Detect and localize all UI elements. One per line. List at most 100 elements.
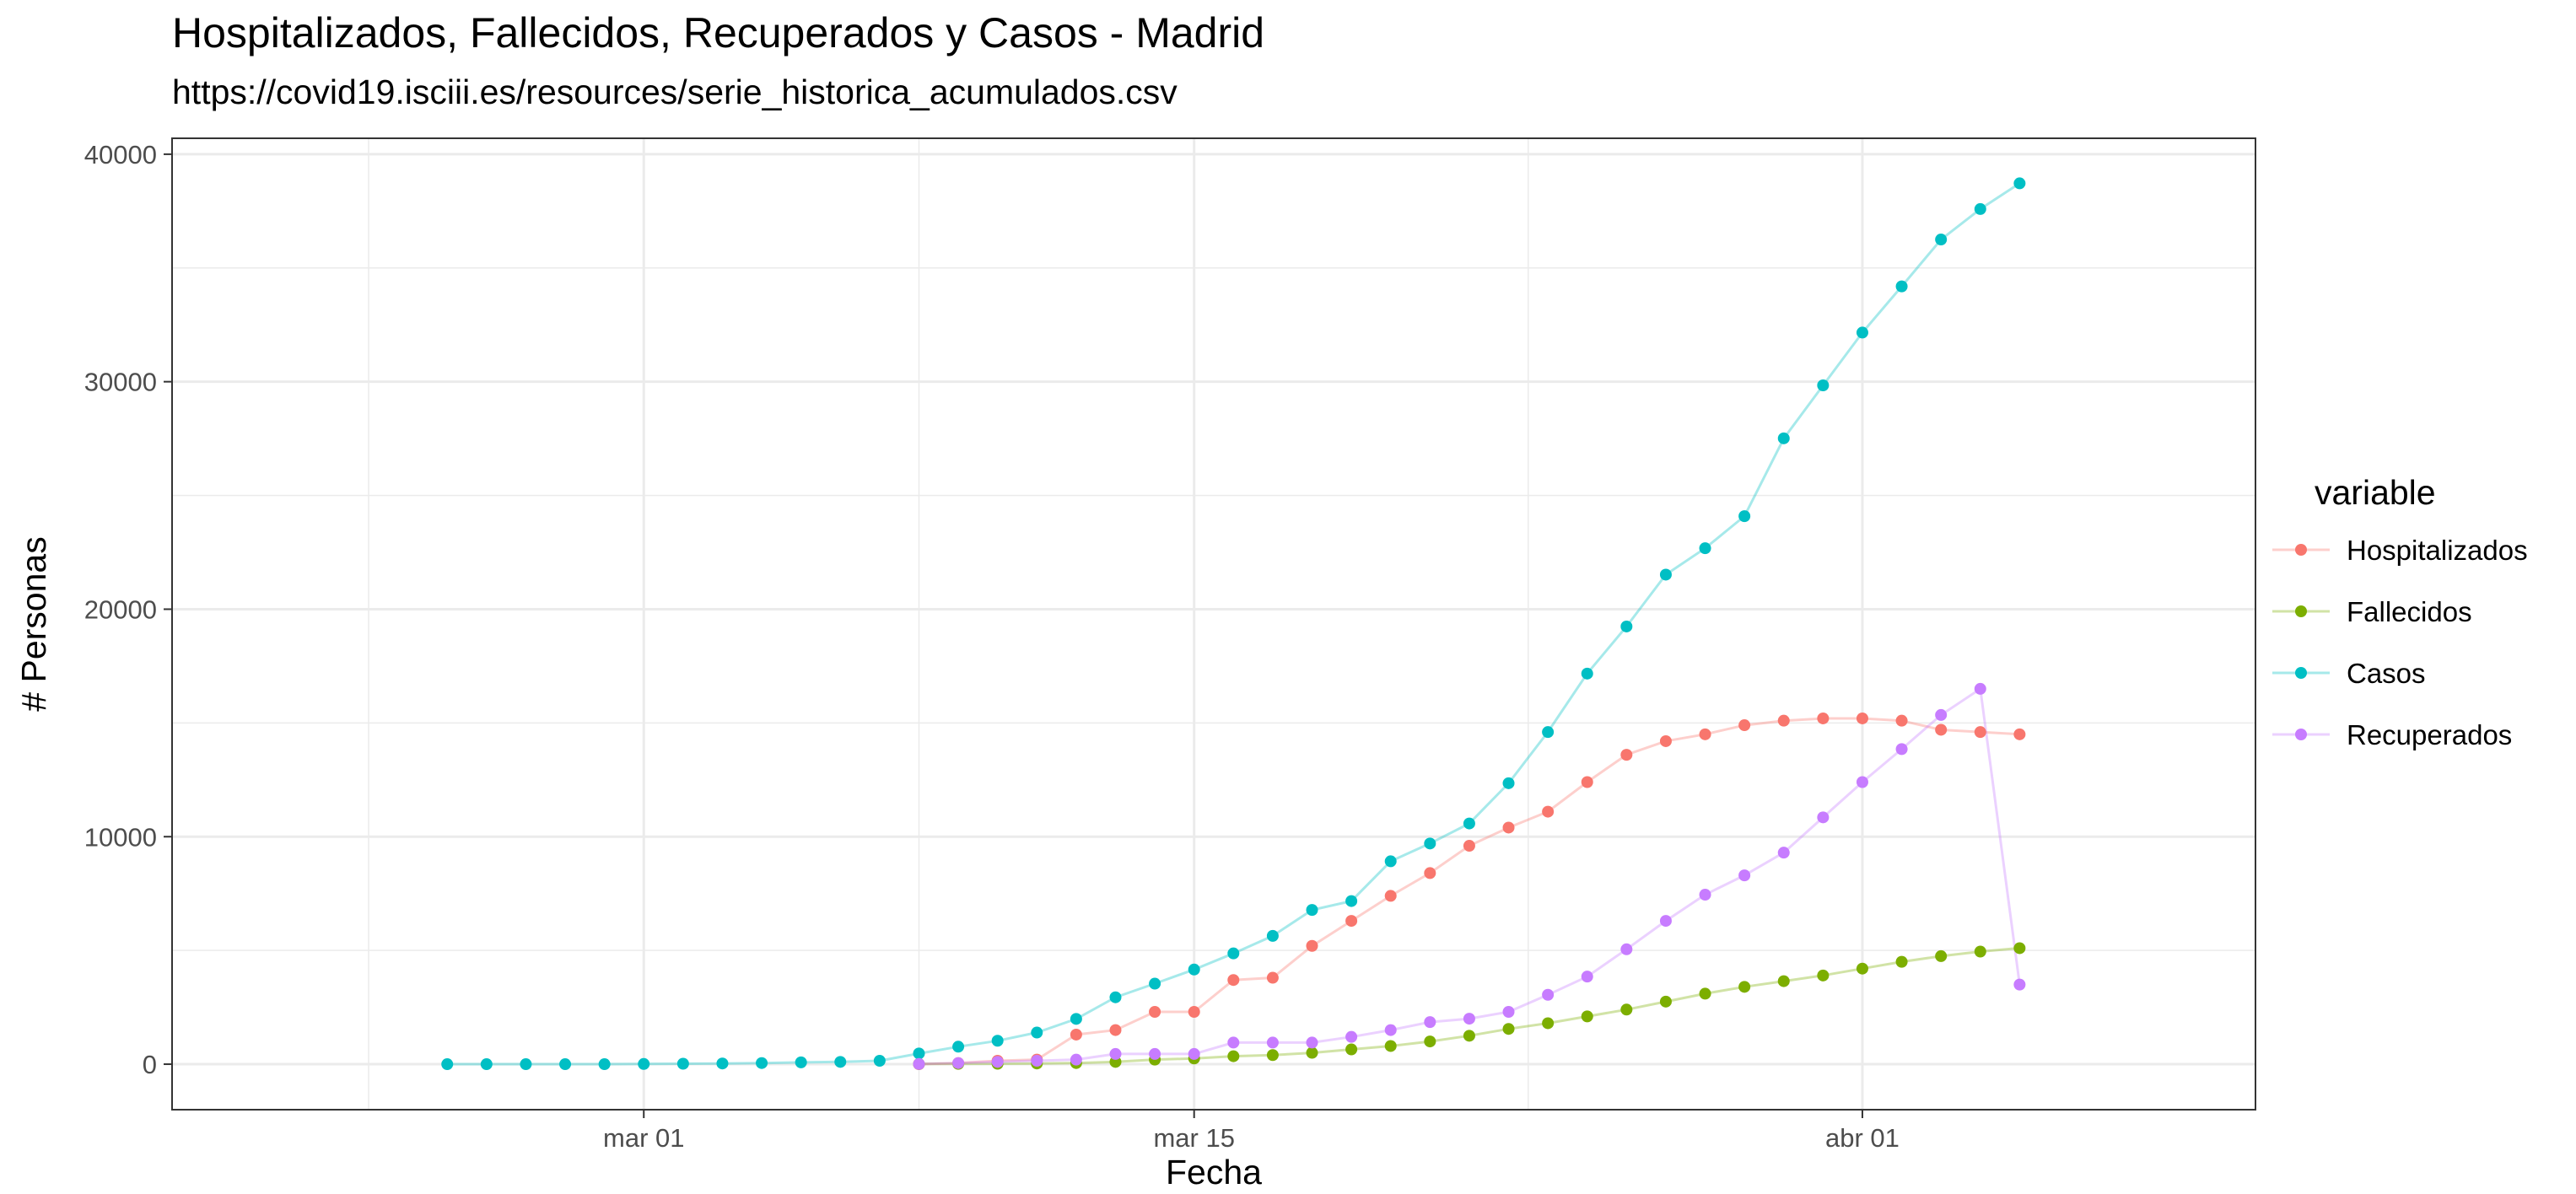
data-point-hospitalizados [1659,734,1672,747]
data-point-hospitalizados [1542,805,1555,818]
data-point-fallecidos [1345,1043,1358,1056]
data-point-hospitalizados [1974,726,1986,739]
legend-key-point [2295,605,2307,617]
data-point-fallecidos [1817,969,1830,982]
data-point-recuperados [1266,1036,1279,1049]
legend-label-fallecidos: Fallecidos [2347,596,2472,627]
data-point-hospitalizados [1581,776,1593,788]
x-tick-label: abr 01 [1825,1123,1900,1153]
data-point-casos [1384,855,1397,868]
plot-border [171,137,2256,1111]
data-point-hospitalizados [1463,840,1475,852]
data-point-recuperados [1777,847,1790,859]
data-point-casos [1935,234,1948,246]
data-point-casos [1542,726,1555,739]
data-point-hospitalizados [1502,821,1515,834]
legend-label-hospitalizados: Hospitalizados [2347,535,2528,566]
y-axis: 0 10000 20000 30000 40000 [84,140,172,1079]
x-axis: mar 01 mar 15 abr 01 [603,1110,1900,1153]
data-point-hospitalizados [1306,939,1318,952]
data-point-recuperados [1738,869,1751,882]
data-point-recuperados [1070,1053,1082,1066]
data-point-casos [756,1057,768,1069]
legend-key-point [2295,544,2307,556]
data-point-casos [2013,177,2026,190]
y-tick-label: 30000 [84,368,157,397]
data-point-fallecidos [1699,987,1711,1000]
data-point-hospitalizados [1817,712,1830,724]
data-point-recuperados [1502,1005,1515,1018]
data-point-fallecidos [1463,1030,1475,1042]
data-point-hospitalizados [1424,867,1436,879]
data-point-hospitalizados [1935,723,1948,736]
data-point-recuperados [1227,1036,1240,1049]
data-point-hospitalizados [2013,728,2026,740]
data-point-hospitalizados [1188,1005,1200,1018]
data-point-recuperados [1424,1016,1436,1029]
data-point-casos [1463,817,1475,830]
legend-key-point [2295,729,2307,740]
data-point-recuperados [1306,1036,1318,1049]
data-point-casos [520,1058,532,1071]
data-point-fallecidos [1542,1017,1555,1030]
legend-label-recuperados: Recuperados [2347,719,2512,750]
data-point-recuperados [1817,811,1830,824]
y-tick-label: 0 [143,1050,157,1079]
data-point-hospitalizados [1266,971,1279,984]
data-point-fallecidos [1974,945,1986,958]
data-point-recuperados [2013,978,2026,991]
data-point-casos [873,1054,886,1067]
data-point-fallecidos [1581,1010,1593,1023]
data-point-casos [1424,837,1436,850]
data-point-fallecidos [1620,1003,1633,1016]
data-point-casos [1659,568,1672,581]
x-axis-title: Fecha [1166,1153,1262,1191]
data-point-fallecidos [1738,981,1751,993]
data-point-casos [1581,667,1593,680]
legend: variable Hospitalizados Fallecidos Casos Re… [2272,473,2528,750]
data-point-hospitalizados [1345,915,1358,928]
data-point-recuperados [1659,915,1672,928]
chart-subtitle: https://covid19.isciii.es/resources/seri… [172,73,1178,111]
legend-key-recuperados [2272,729,2330,740]
data-point-casos [1738,510,1751,523]
data-point-fallecidos [1306,1046,1318,1059]
data-point-casos [1149,977,1161,990]
data-point-casos [991,1035,1004,1047]
data-point-recuperados [1188,1047,1200,1060]
data-point-fallecidos [1227,1050,1240,1062]
data-point-fallecidos [2013,942,2026,955]
data-point-casos [952,1041,965,1053]
data-point-casos [559,1058,572,1071]
data-point-hospitalizados [1109,1024,1122,1036]
data-point-recuperados [1149,1047,1161,1060]
data-point-casos [1345,895,1358,907]
data-point-fallecidos [1266,1049,1279,1062]
data-point-casos [1502,777,1515,789]
legend-label-casos: Casos [2347,658,2426,689]
grid-minor [172,138,2255,1110]
data-point-fallecidos [1384,1040,1397,1052]
data-point-casos [676,1057,689,1070]
legend-key-casos [2272,667,2330,679]
data-point-casos [1699,542,1711,555]
y-tick-label: 20000 [84,594,157,624]
data-point-casos [716,1057,729,1070]
y-tick-label: 40000 [84,140,157,169]
data-point-recuperados [1581,971,1593,983]
data-point-hospitalizados [1699,728,1711,740]
data-point-hospitalizados [1856,712,1868,724]
data-point-casos [795,1056,807,1068]
data-point-recuperados [1345,1030,1358,1043]
data-point-casos [1895,280,1908,293]
data-point-recuperados [1699,889,1711,901]
legend-key-point [2295,667,2307,679]
data-point-hospitalizados [1738,719,1751,732]
data-point-casos [441,1058,454,1071]
chart-title: Hospitalizados, Fallecidos, Recuperados … [172,9,1265,56]
data-point-casos [1856,326,1868,339]
data-point-recuperados [1542,988,1555,1001]
data-point-casos [1188,963,1200,976]
data-point-recuperados [1463,1013,1475,1025]
